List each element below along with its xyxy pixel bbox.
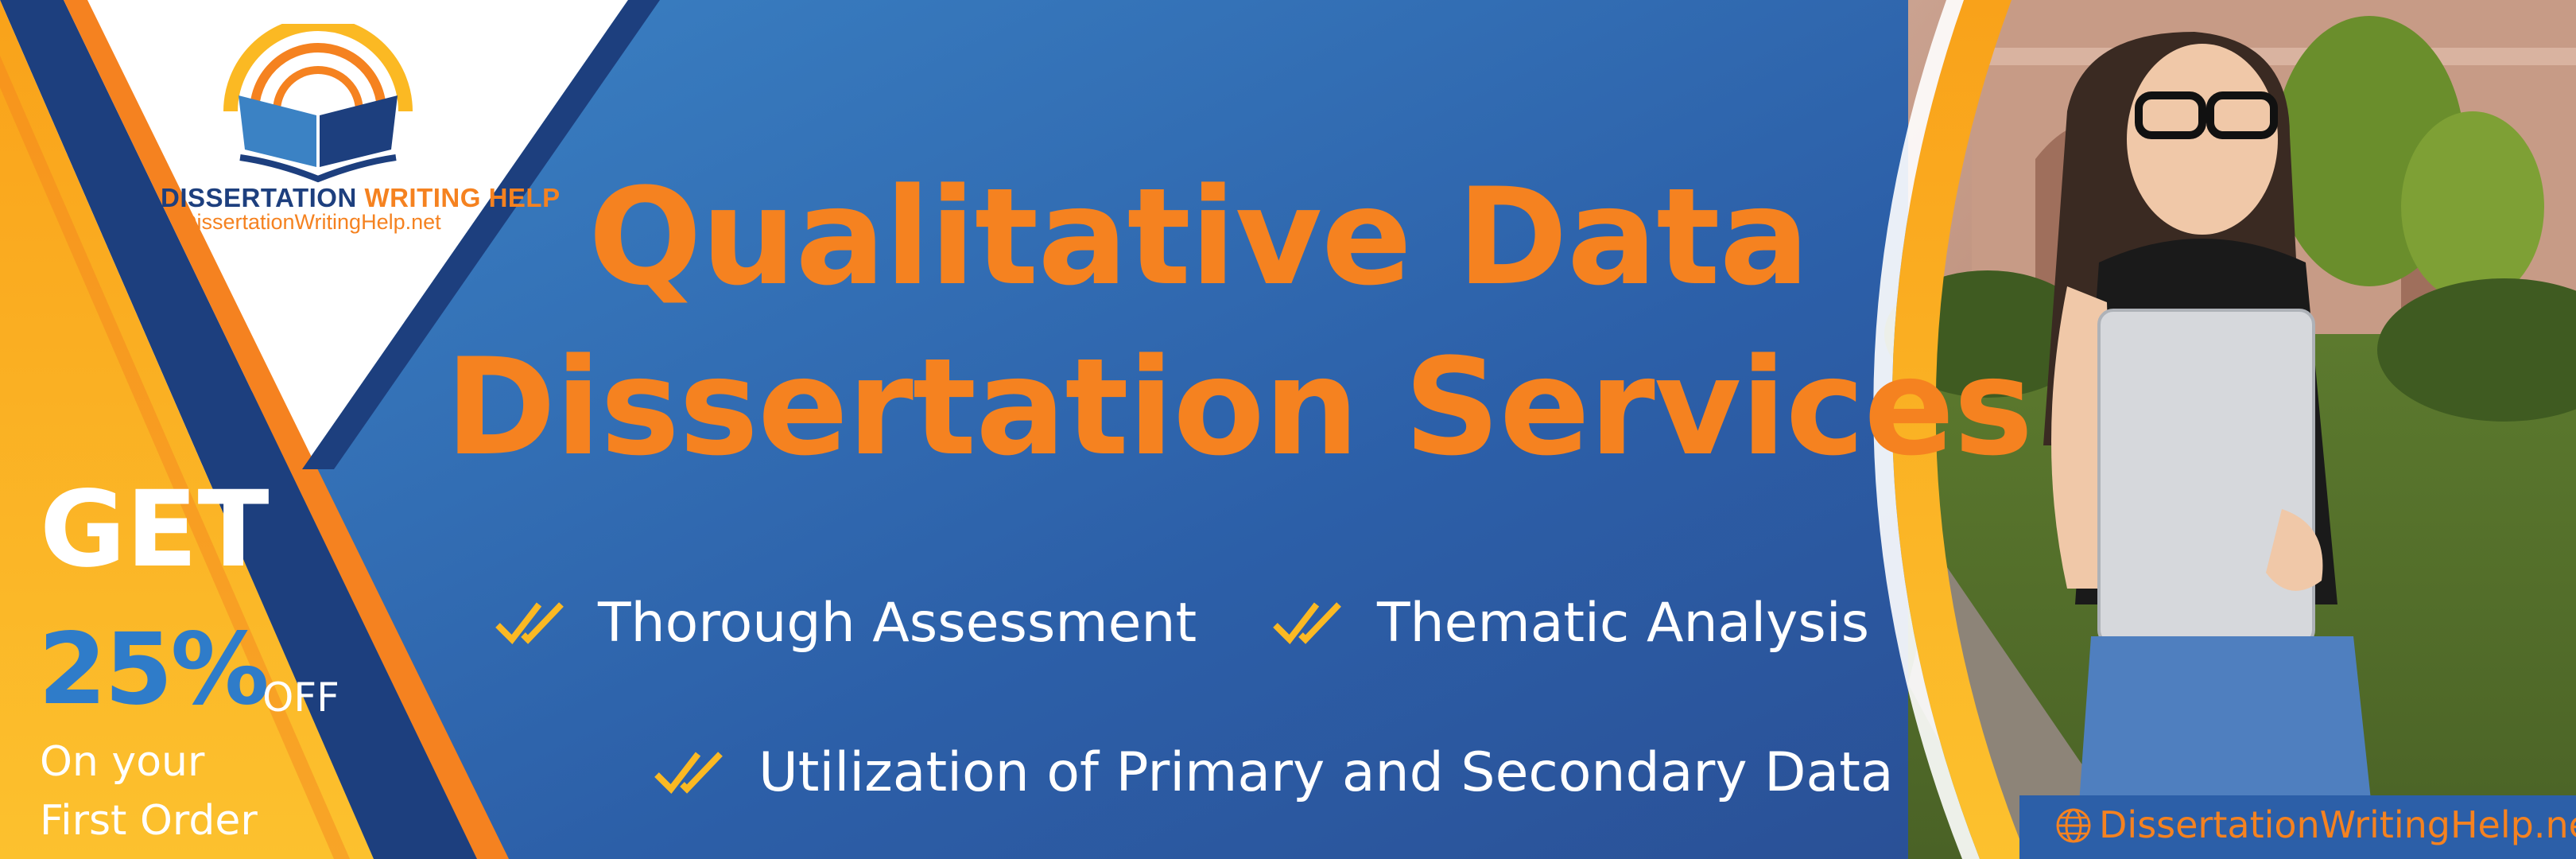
feature-thematic-analysis: Thematic Analysis — [1377, 592, 1870, 655]
footer-url-link[interactable]: DissertationWritingHelp.net — [2099, 803, 2576, 846]
double-check-icon — [1273, 602, 1341, 645]
headline-line-1: Qualitative Data — [588, 159, 1810, 315]
logo-name: DISSERTATION WRITING HELP — [161, 183, 561, 212]
promo-get: GET — [40, 468, 270, 591]
feature-thorough-assessment: Thorough Assessment — [598, 592, 1197, 655]
promo-line-1: On your — [40, 738, 205, 786]
footer-bar — [2019, 795, 2576, 859]
photo-frame-curve — [1891, 0, 2027, 859]
logo-url: DissertationWritingHelp.net — [181, 210, 441, 234]
promo-panel — [0, 0, 374, 859]
double-check-icon — [654, 752, 723, 795]
promo-line-2: First Order — [40, 797, 258, 845]
feature-primary-secondary-data: Utilization of Primary and Secondary Dat… — [758, 741, 1894, 804]
navy-stripe — [0, 0, 477, 859]
promo-percent: 25% — [38, 612, 270, 727]
globe-icon — [2056, 808, 2091, 843]
promo-off: OFF — [262, 674, 339, 721]
logo-backdrop — [0, 0, 628, 469]
headline-line-2: Dissertation Services — [445, 329, 2033, 485]
double-check-icon — [495, 602, 564, 645]
open-book-sunrise-icon — [223, 24, 413, 183]
